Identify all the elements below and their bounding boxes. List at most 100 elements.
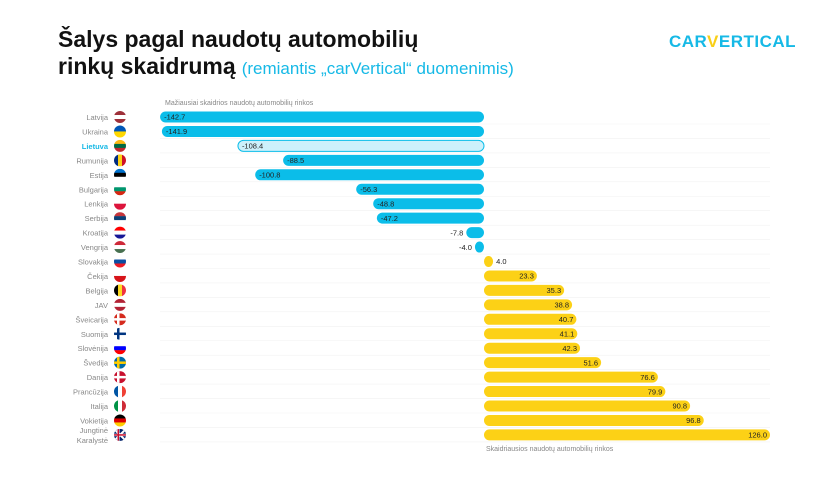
page-title: Šalys pagal naudotų automobilių rinkų sk… [58,26,514,82]
data-label: -4.0 [459,243,472,252]
category-label: Šveicarija [75,315,108,324]
category-label: Čekija [87,272,109,281]
bar [484,328,578,340]
category-label: Ukraina [82,127,109,136]
data-label: 126.0 [748,431,767,440]
flag-icon [114,226,126,239]
data-label: 35.3 [547,286,562,295]
flag-icon [114,168,126,181]
data-label: 4.0 [496,257,506,266]
flag-icon [114,371,126,384]
flag-icon [114,125,126,138]
category-label: Jungtinė [80,426,108,435]
bar [376,212,484,224]
category-label: Karalystė [77,436,108,445]
data-label: -7.8 [450,228,463,237]
category-label: JAV [95,301,108,310]
data-label: -88.5 [287,156,304,165]
category-label: Latvija [86,113,109,122]
category-label: Švedija [83,359,108,368]
category-label: Estija [90,171,109,180]
bar [484,299,573,311]
top-note: Mažiausiai skaidrios naudotų automobilių… [165,100,314,107]
flag-icon [114,428,126,441]
bar [373,198,484,210]
title-line1: Šalys pagal naudotų automobilių [58,26,419,52]
data-label: 90.8 [672,402,687,411]
category-label: Kroatija [83,229,109,238]
bar [283,154,484,166]
category-label: Rumunija [76,156,109,165]
bar [474,241,484,253]
flag-icon [114,269,126,282]
data-label: -141.9 [166,127,187,136]
flag-icon [114,154,126,167]
category-label: Serbija [85,214,109,223]
data-label: 41.1 [560,329,575,338]
flag-icon [114,342,126,355]
category-label: Vokietija [80,416,109,425]
data-label: -48.8 [377,199,394,208]
flag-icon [114,139,126,152]
bar [484,284,565,296]
category-label: Lenkija [84,200,109,209]
data-label: -142.7 [164,113,185,122]
data-label: -47.2 [381,214,398,223]
data-label: 38.8 [554,301,569,310]
flag-icon [114,414,126,427]
bar [255,169,484,181]
bar [484,256,494,267]
bottom-note: Skaidriausios naudotų automobilių rinkos [486,446,614,453]
data-label: 76.6 [640,373,655,382]
category-label: Suomija [81,330,109,339]
data-label: -108.4 [242,142,263,151]
bar [160,111,485,123]
flag-icon [114,111,126,123]
bar [484,342,581,354]
bar [484,357,602,369]
flag-icon [114,284,126,297]
bar [484,429,770,441]
category-label: Slovėnija [78,344,109,353]
flag-icon [114,313,126,326]
flag-icon [114,255,126,268]
data-label: 96.8 [686,416,701,425]
bar [356,183,484,195]
data-label: 40.7 [559,315,574,324]
category-label: Italija [90,402,108,411]
bar [237,139,485,152]
flag-icon [114,327,126,340]
data-label: 51.6 [584,358,599,367]
data-label: 42.3 [562,344,577,353]
flag-icon [114,241,126,254]
flag-icon [114,385,126,398]
flag-icon [114,298,126,311]
carvertical-logo: CARVERTICAL [669,32,797,51]
flag-icon [114,183,126,196]
bar [484,386,666,398]
category-label: Belgija [85,286,108,295]
subtitle: (remiantis „carVertical“ duomenimis) [241,59,514,78]
bar [466,227,484,239]
category-label: Bulgarija [79,185,109,194]
category-label: Danija [87,373,109,382]
bar [484,371,658,383]
category-label: Vengrija [81,243,109,252]
category-label: Prancūzija [73,388,109,397]
flag-icon [114,356,126,369]
data-label: -56.3 [360,185,377,194]
category-label: Slovakija [78,258,109,267]
category-label: Lietuva [82,142,109,151]
data-label: 79.9 [648,387,663,396]
bar [484,270,537,282]
bar [161,125,484,137]
flag-icon [114,212,126,225]
flag-icon [114,400,126,412]
bar [484,313,577,325]
data-label: -100.8 [259,171,280,180]
title-line2: rinkų skaidrumą [58,53,236,79]
flag-icon [114,197,126,210]
bar [484,414,704,426]
data-label: 23.3 [519,272,534,281]
